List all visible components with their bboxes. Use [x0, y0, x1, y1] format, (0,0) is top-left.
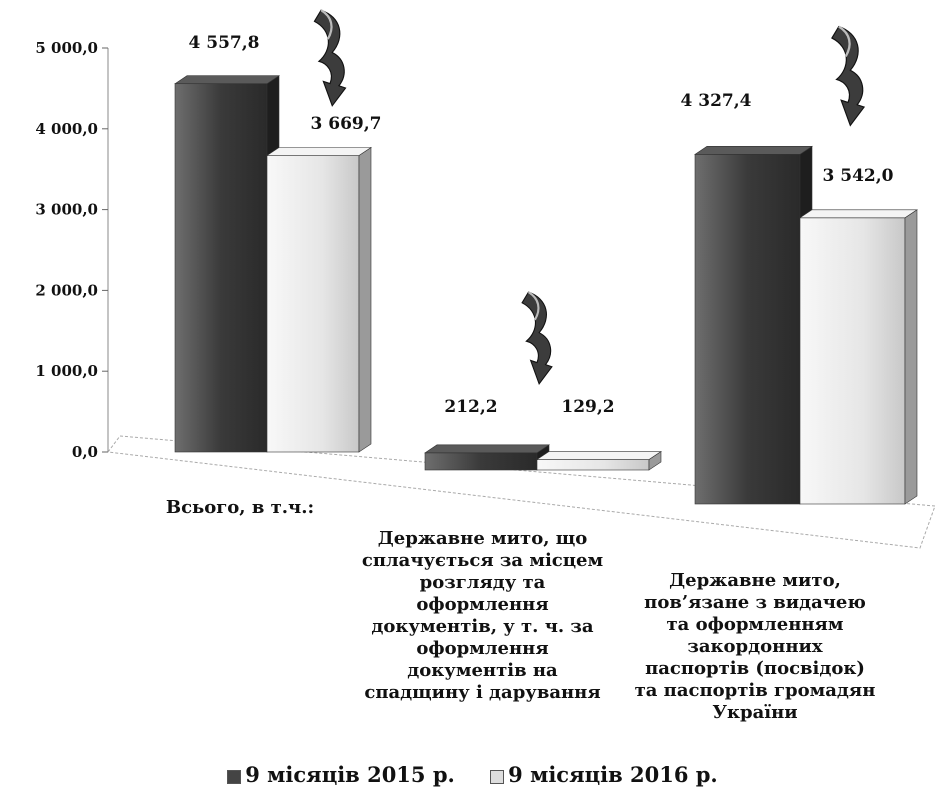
y-tick-label: 2 000,0	[35, 281, 98, 299]
category-label-1: Всього, в т.ч.:	[165, 497, 315, 518]
data-labels: 4 557,8 3 669,7 212,2 129,2 4 327,4 3 542,0	[189, 33, 894, 417]
bar-2016-cat3	[799, 209, 918, 505]
bar-2015-cat1-top	[174, 75, 280, 85]
legend-label-2016: 9 місяців 2016 р.	[508, 762, 718, 787]
bar-2015-cat1	[174, 75, 280, 453]
bar-group-3	[694, 145, 918, 505]
y-tick-label: 4 000,0	[35, 120, 98, 138]
bar-2016-cat3-front	[799, 217, 906, 505]
down-arrow-icon	[520, 291, 554, 385]
bar-2016-cat3-top	[799, 209, 918, 219]
category-label-2: Державне мито, що сплачується за місцем …	[361, 528, 604, 703]
bar-2015-cat1-front	[174, 83, 268, 453]
down-arrow-icon	[313, 9, 347, 107]
bar-2015-cat3	[694, 145, 813, 505]
legend-item-2015: 9 місяців 2015 р.	[227, 762, 455, 787]
y-tick-label: 5 000,0	[35, 39, 98, 57]
bar-group-2	[424, 444, 662, 471]
legend-swatch-2016	[490, 769, 505, 784]
data-label-2015-cat1: 4 557,8	[189, 33, 260, 53]
bar-2016-cat2-top	[536, 451, 662, 460]
bar-2016-cat1	[266, 146, 372, 453]
legend-swatch-2015	[227, 769, 242, 784]
y-axis: 0,0 1 000,0 2 000,0 3 000,0 4 000,0 5 000,0	[35, 39, 936, 549]
bar-2015-cat3-front	[694, 154, 801, 505]
data-label-2016-cat3: 3 542,0	[823, 166, 894, 186]
bar-2015-cat2	[424, 444, 550, 471]
down-arrow-icon	[830, 25, 866, 127]
legend-label-2015: 9 місяців 2015 р.	[245, 762, 455, 787]
bar-2016-cat2-front	[536, 459, 650, 471]
bar-2015-cat3-top	[694, 146, 813, 155]
bar-2015-cat2-top	[424, 444, 550, 454]
bar-2016-cat1-side	[358, 146, 372, 453]
bar-2016-cat3-side	[904, 209, 918, 505]
bar-2015-cat2-front	[424, 452, 538, 471]
bar-2016-cat2	[536, 451, 662, 471]
bars	[174, 75, 918, 505]
bar-2016-cat1-front	[266, 155, 360, 453]
data-label-2015-cat3: 4 327,4	[681, 91, 752, 111]
legend: 9 місяців 2015 р. 9 місяців 2016 р.	[0, 762, 945, 787]
bar-2016-cat1-top	[266, 147, 372, 156]
y-tick-label: 1 000,0	[35, 362, 98, 380]
bar-group-1	[174, 75, 372, 453]
data-label-2016-cat2: 129,2	[561, 397, 614, 417]
data-label-2016-cat1: 3 669,7	[311, 114, 382, 134]
chart-floor	[107, 435, 936, 549]
legend-item-2016: 9 місяців 2016 р.	[490, 762, 718, 787]
data-label-2015-cat2: 212,2	[444, 397, 497, 417]
y-tick-label: 3 000,0	[35, 201, 98, 219]
category-label-3: Державне мито, пов’язане з видачею та оф…	[634, 570, 876, 723]
y-tick-label: 0,0	[72, 443, 98, 461]
